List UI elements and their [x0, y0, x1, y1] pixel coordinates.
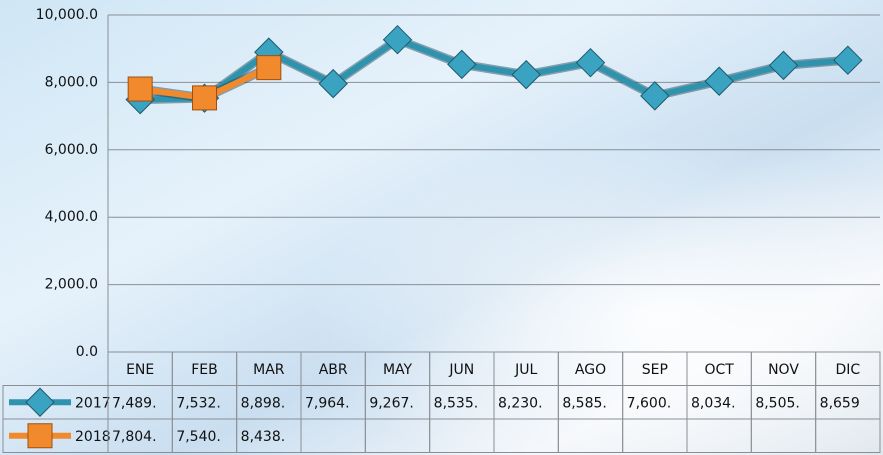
table-value: 9,267. [369, 395, 414, 411]
data-point [256, 55, 282, 81]
legend-label: 2017 [75, 395, 111, 411]
x-tick-label: MAR [253, 362, 285, 378]
table-value: 8,535. [434, 395, 479, 411]
table-value: 7,489. [112, 395, 157, 411]
x-tick-label: MAY [383, 362, 413, 378]
table-value: 8,034. [691, 395, 736, 411]
data-point [833, 45, 863, 75]
data-point [768, 50, 799, 81]
x-tick-label: JUN [448, 362, 474, 378]
y-tick-label: 0.0 [76, 344, 98, 360]
y-tick-label: 2,000.0 [45, 277, 98, 293]
y-tick-label: 6,000.0 [45, 142, 98, 158]
x-tick-label: AGO [575, 362, 606, 378]
x-tick-label: FEB [191, 362, 218, 378]
table-value: 8,898. [241, 395, 286, 411]
table-value: 7,540. [176, 429, 221, 445]
legend-marker [27, 423, 53, 449]
data-point [575, 47, 606, 78]
data-point [511, 59, 541, 90]
data-point [447, 49, 477, 80]
table-value: 7,532. [176, 395, 221, 411]
table-value: 7,964. [305, 395, 350, 411]
legend-marker [25, 387, 55, 417]
y-tick-label: 10,000.0 [36, 7, 98, 23]
x-tick-label: SEP [642, 362, 668, 378]
table-cell [815, 418, 881, 453]
x-tick-label: DIC [835, 362, 860, 378]
table-value: 8,585. [562, 395, 607, 411]
x-tick-label: OCT [704, 362, 734, 378]
legend-label: 2018 [75, 429, 111, 445]
data-point [382, 24, 413, 55]
x-tick-label: ABR [319, 362, 348, 378]
y-tick-label: 4,000.0 [45, 209, 98, 225]
table-value: 8,659 [820, 395, 860, 411]
data-point [127, 76, 153, 102]
table-value: 8,438. [241, 429, 286, 445]
data-point [704, 66, 734, 96]
table-value: 8,230. [498, 395, 543, 411]
x-tick-label: JUL [514, 362, 537, 378]
data-point [640, 81, 670, 111]
y-tick-label: 8,000.0 [45, 74, 98, 90]
data-point [318, 68, 348, 99]
data-point [192, 85, 217, 111]
table-value: 8,505. [755, 395, 800, 411]
table-value: 7,804. [112, 429, 157, 445]
x-tick-label: ENE [126, 362, 154, 378]
table-value: 7,600. [627, 395, 672, 411]
x-tick-label: NOV [768, 362, 799, 378]
